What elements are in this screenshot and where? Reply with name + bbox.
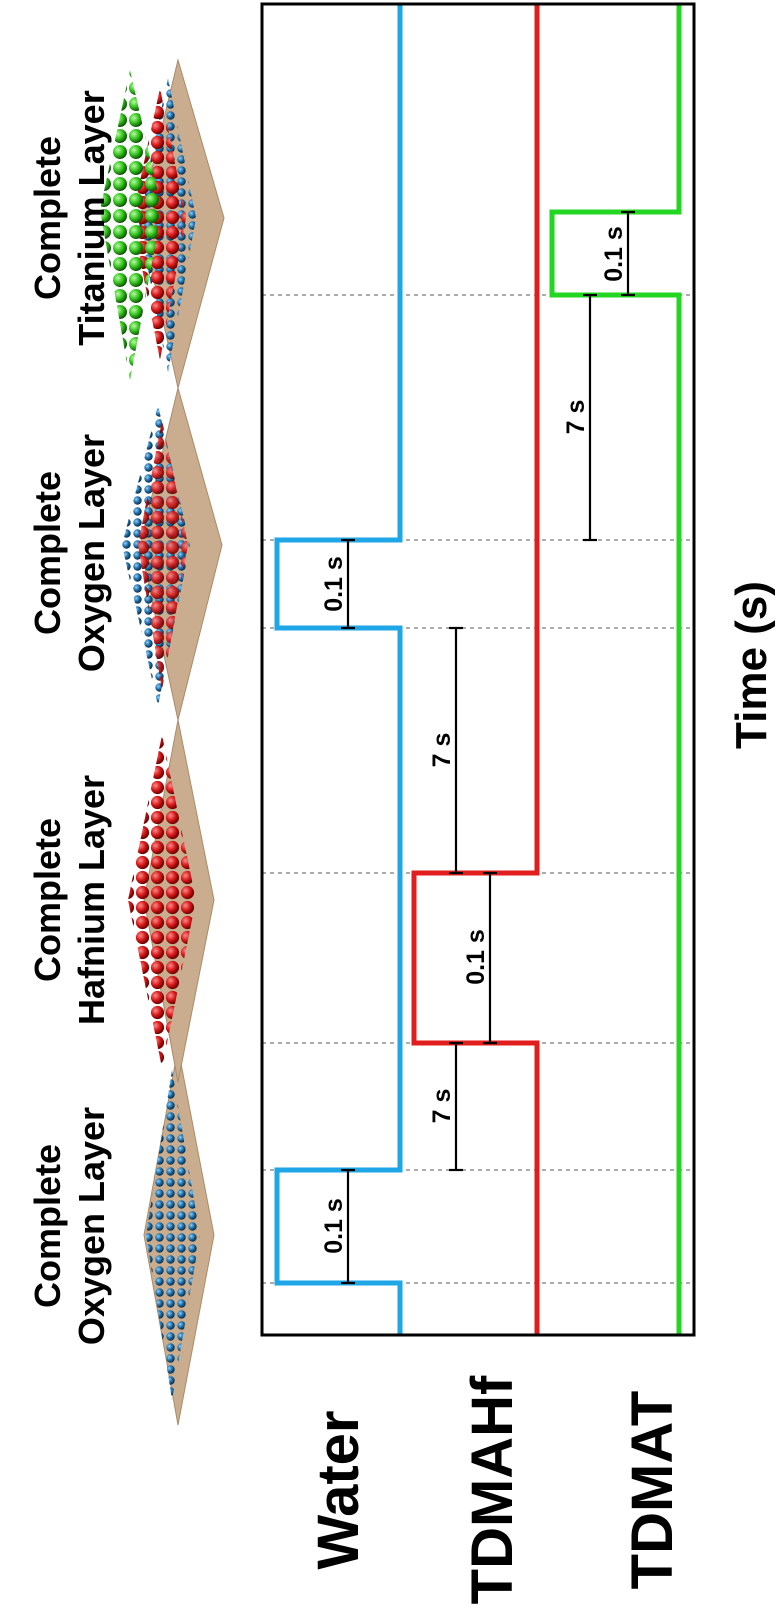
layer-caption-4: Complete Titanium Layer	[27, 90, 112, 345]
time-axis-label: Time (s)	[727, 581, 776, 749]
hafnium-layer-illustration	[128, 719, 215, 1083]
layer-caption-1: Complete Oxygen Layer	[27, 1107, 112, 1345]
oxygen-layer-illustration-2	[122, 386, 223, 721]
layer-caption-4-line1: Complete	[27, 136, 68, 300]
tdmahf-trace	[411, 5, 540, 1335]
layer-caption-1-line2: Oxygen Layer	[71, 1107, 112, 1345]
layer-caption-3: Complete Oxygen Layer	[27, 434, 112, 672]
annotation-purge-3: 7 s	[562, 400, 590, 435]
annotation-pulse-ti: 0.1 s	[600, 226, 628, 282]
signal-label-tdmat: TDMAT	[620, 1391, 685, 1590]
layer-caption-3-line2: Oxygen Layer	[71, 434, 112, 672]
tdmat-trace	[549, 5, 682, 1335]
water-trace	[274, 5, 403, 1335]
layer-caption-4-line2: Titanium Layer	[71, 90, 112, 345]
duration-markers	[341, 210, 635, 1285]
plot-frame	[260, 2, 696, 1337]
annotation-pulse-water-1: 0.1 s	[320, 1198, 348, 1254]
signal-label-water: Water	[306, 1411, 371, 1570]
oxygen-layer-illustration-1	[143, 1047, 215, 1426]
layer-caption-2-line1: Complete	[27, 818, 68, 982]
annotation-pulse-hf: 0.1 s	[462, 929, 490, 985]
layer-caption-2-line2: Hafnium Layer	[71, 775, 112, 1025]
annotation-pulse-water-2: 0.1 s	[320, 556, 348, 612]
annotation-purge-2: 7 s	[428, 733, 456, 768]
time-markers	[262, 294, 694, 1284]
titanium-layer-illustration	[100, 58, 225, 389]
layer-caption-1-line1: Complete	[27, 1144, 68, 1308]
annotation-purge-1: 7 s	[428, 1089, 456, 1124]
layer-caption-3-line1: Complete	[27, 471, 68, 635]
layer-caption-2: Complete Hafnium Layer	[27, 775, 112, 1025]
signal-label-tdmahf: TDMAHf	[460, 1375, 525, 1604]
